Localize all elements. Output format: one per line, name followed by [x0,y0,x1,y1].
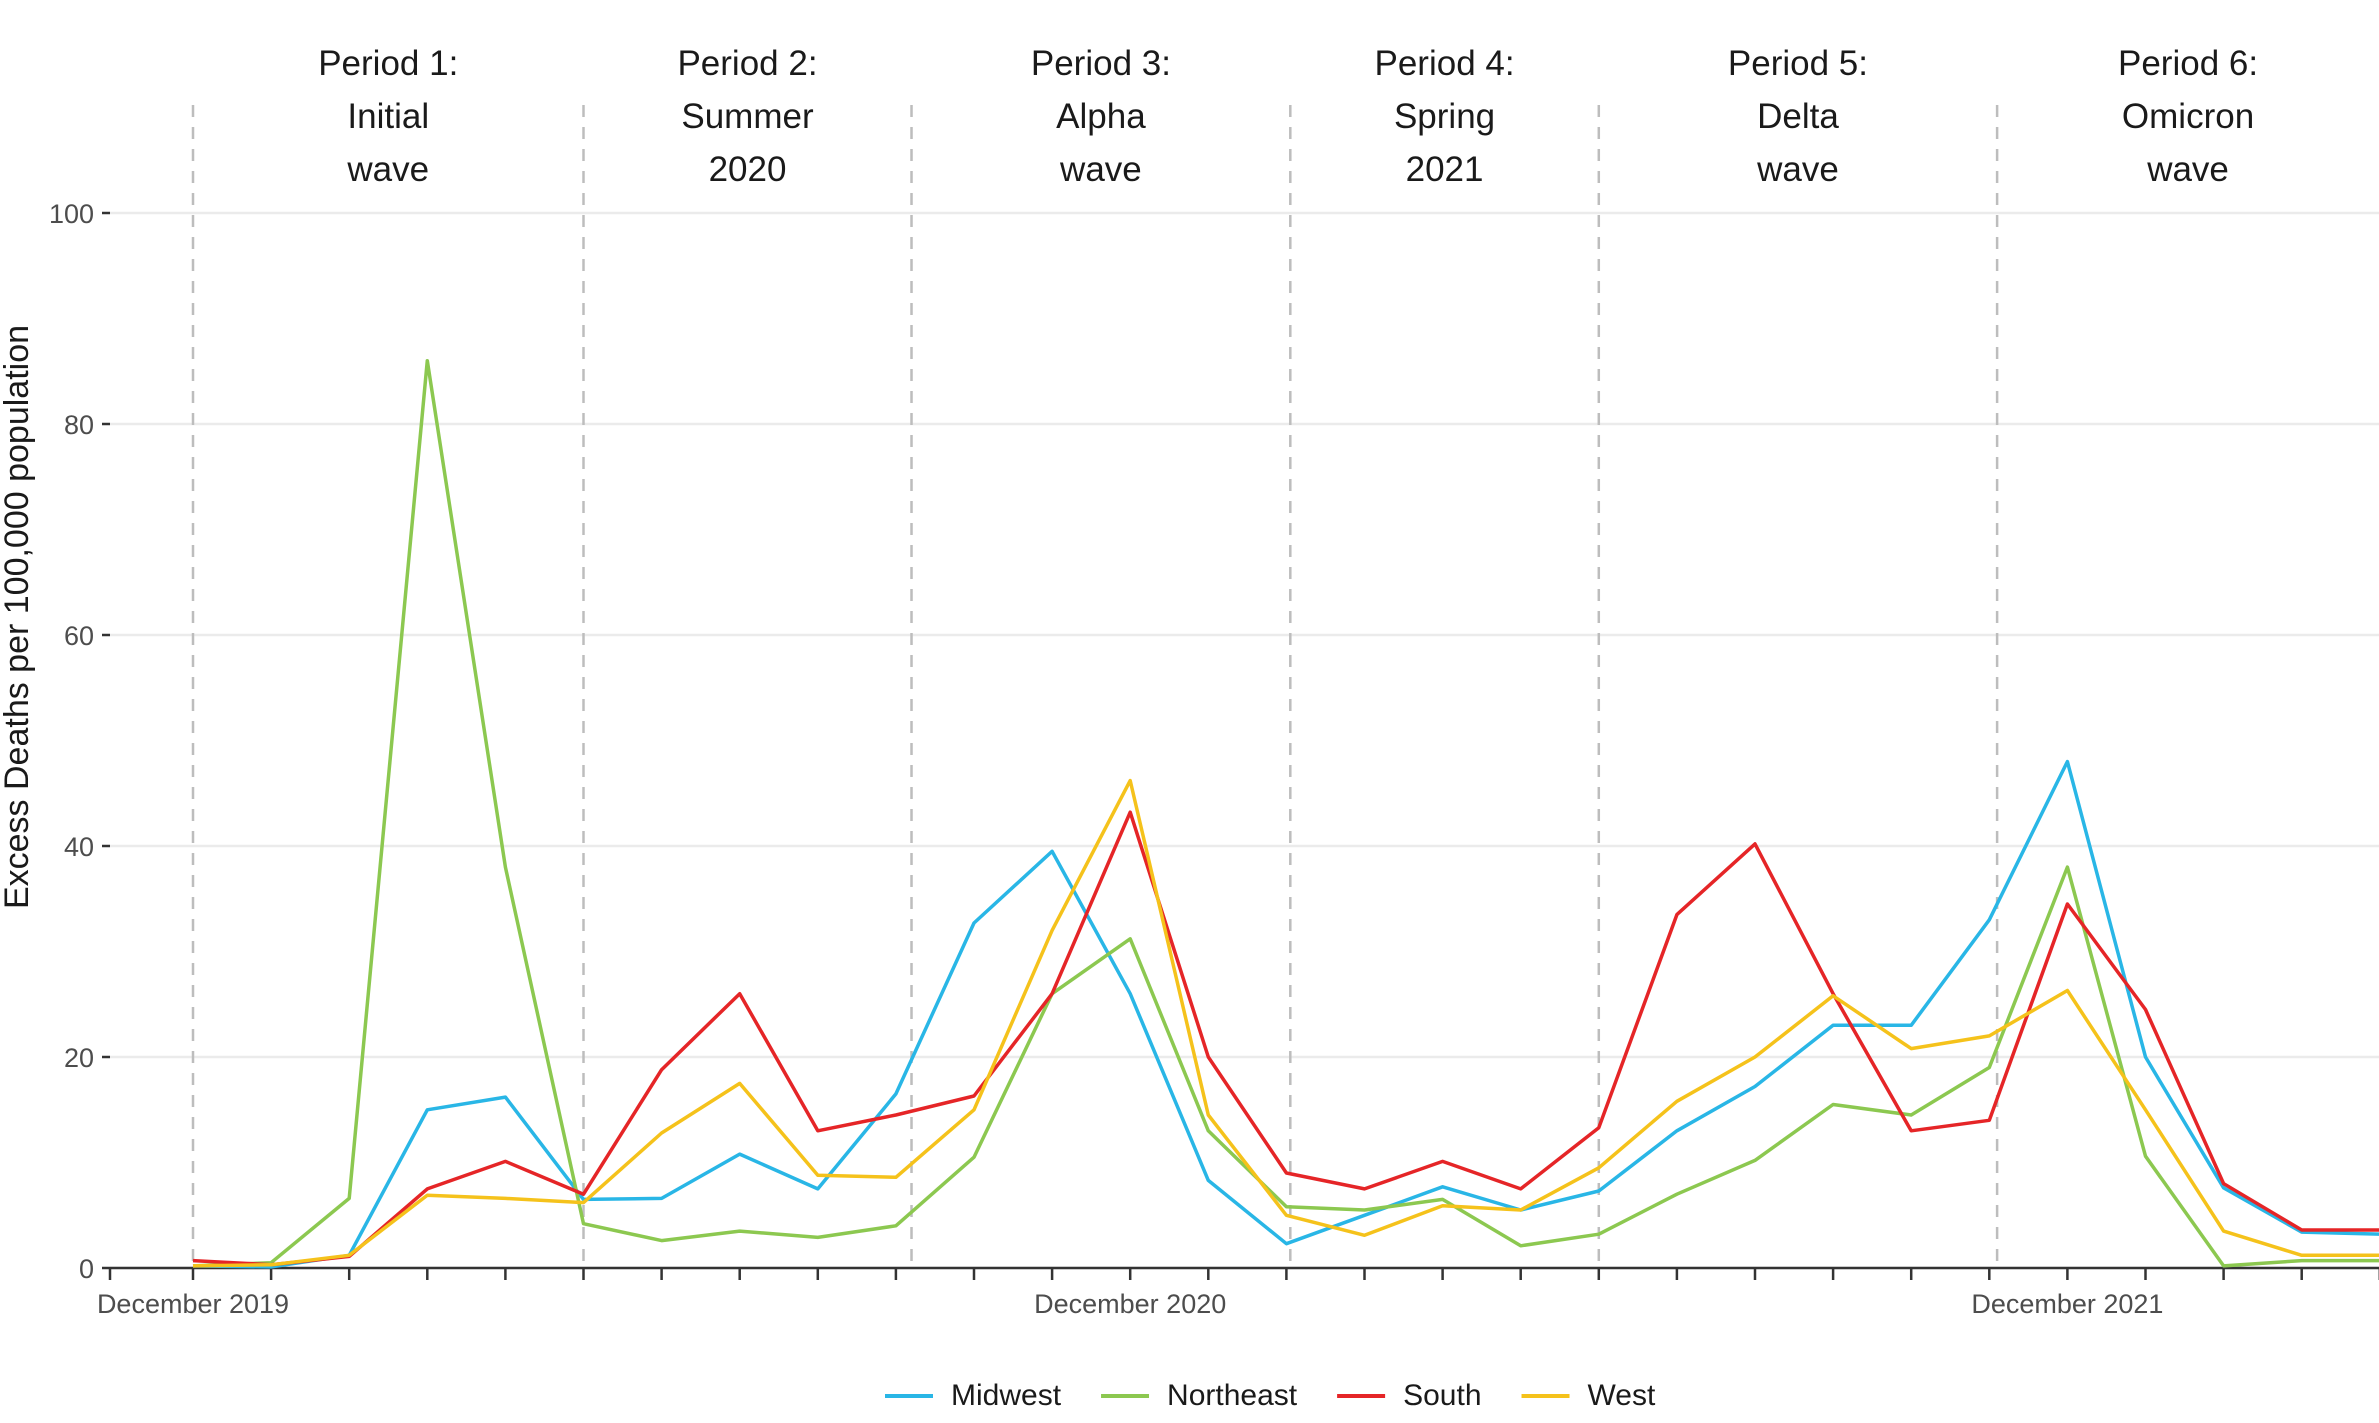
period-title-line: 2020 [709,150,787,189]
period-title-line: Period 4: [1375,44,1515,83]
period-title-line: 2021 [1406,150,1484,189]
period-title-line: Spring [1394,97,1495,136]
legend-label-south: South [1403,1379,1481,1412]
period-title-line: wave [1059,150,1142,189]
series-line-northeast [192,358,2379,1268]
legend-label-northeast: Northeast [1167,1379,1298,1412]
period-title-line: wave [1756,150,1839,189]
period-title-line: wave [2146,150,2229,189]
y-tick-label: 60 [64,621,94,651]
series-line-south [192,810,2379,1267]
legend-label-midwest: Midwest [951,1379,1062,1412]
series-line-west [192,778,2379,1268]
period-title-line: Omicron [2122,97,2254,136]
period-title-line: Period 5: [1728,44,1868,83]
y-axis-title: Excess Deaths per 100,000 population [0,325,36,909]
period-title-line: Period 3: [1031,44,1171,83]
series-line-midwest [192,759,2379,1269]
y-tick-label: 0 [79,1254,94,1284]
period-title-line: wave [346,150,429,189]
period-titles: Period 1: Initial wave Period 2: Summer 2020 P… [318,44,2258,189]
period-title-line: Period 1: [318,44,458,83]
y-tick-label: 80 [64,410,94,440]
axes: 0 20 40 60 80 100 December 2019 December 2020 De… [49,199,2379,1319]
y-tick-label: 40 [64,832,94,862]
y-tick-label: 20 [64,1043,94,1073]
x-tick-label: December 2021 [1971,1289,2163,1319]
period-title-line: Summer [681,97,814,136]
legend-label-west: West [1588,1379,1656,1412]
period-title-line: Period 2: [677,44,817,83]
series-lines [192,358,2379,1269]
period-title-line: Delta [1757,97,1839,136]
x-tick-label: December 2019 [97,1289,289,1319]
legend: Midwest Northeast South West [885,1379,1656,1412]
period-title-line: Initial [347,97,429,136]
period-title-line: Period 6: [2118,44,2258,83]
x-tick-label: December 2020 [1034,1289,1226,1319]
period-divider-lines [191,105,1999,1268]
y-tick-label: 100 [49,199,94,229]
period-title-line: Alpha [1056,97,1146,136]
